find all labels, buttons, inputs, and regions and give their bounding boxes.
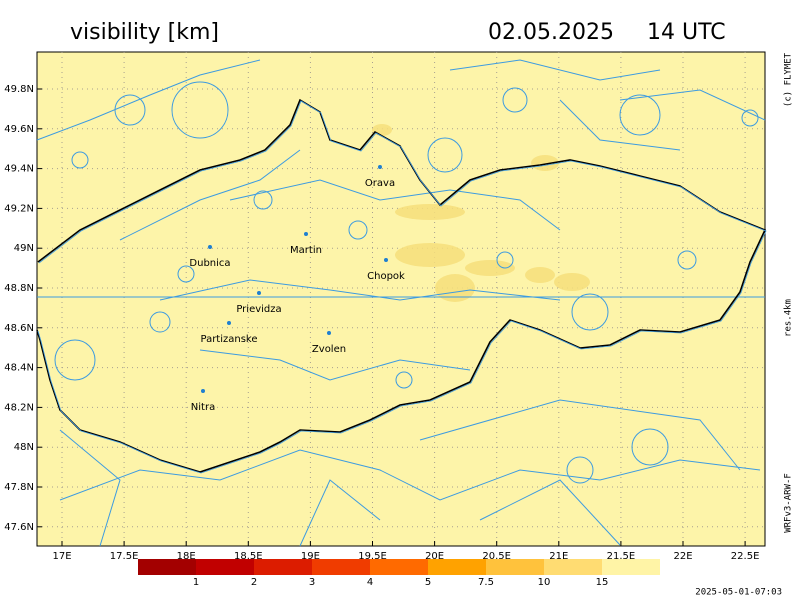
lon-label: 22E — [673, 551, 692, 562]
lon-label: 20E — [425, 551, 444, 562]
city-marker — [304, 232, 308, 236]
model: WRFv3-ARW-F — [784, 473, 794, 533]
graticule: 49.8N 49.6N 49.4N 49.2N 49N 48.8N 48.6N 48.4N 48… — [4, 52, 765, 562]
lat-label: 49.8N — [4, 84, 34, 95]
lat-label: 49.2N — [4, 203, 34, 214]
city-label: Chopok — [367, 271, 405, 282]
city-marker — [201, 389, 205, 393]
colorbar-swatch — [138, 559, 196, 575]
colorbar-swatch — [254, 559, 312, 575]
cities: Orava Martin Dubnica Chopok Prievidza Partiza… — [189, 165, 405, 413]
lon-label: 21E — [549, 551, 568, 562]
lat-label: 48N — [14, 442, 34, 453]
colorbar-swatch — [312, 559, 370, 575]
lon-label: 22.5E — [731, 551, 760, 562]
lon-label: 17.5E — [110, 551, 139, 562]
lon-label: 19.5E — [358, 551, 387, 562]
lat-label: 49.6N — [4, 124, 34, 135]
colorbar-label: 5 — [425, 577, 431, 588]
colorbar-label: 7.5 — [478, 577, 494, 588]
city-label: Dubnica — [189, 258, 230, 269]
colorbar-label: 4 — [367, 577, 373, 588]
city-marker — [208, 245, 212, 249]
colorbar: 1 2 3 4 5 7.5 10 15 — [138, 559, 660, 588]
colorbar-swatch — [544, 559, 602, 575]
lon-label: 18E — [177, 551, 196, 562]
timestamp: 2025-05-01-07:03 — [695, 588, 782, 598]
title: visibility [km] — [70, 20, 219, 45]
map-frame — [36, 51, 766, 547]
lat-label: 48.8N — [4, 283, 34, 294]
city-marker — [378, 165, 382, 169]
colorbar-swatch — [196, 559, 254, 575]
city-marker — [257, 291, 261, 295]
resolution: res.4km — [784, 299, 794, 337]
colorbar-label: 10 — [538, 577, 551, 588]
city-marker — [227, 321, 231, 325]
lat-label: 48.4N — [4, 363, 34, 374]
colorbar-label: 2 — [251, 577, 257, 588]
city-label: Partizanske — [200, 334, 257, 345]
city-marker — [327, 331, 331, 335]
city-marker — [384, 258, 388, 262]
lon-label: 18.5E — [234, 551, 263, 562]
colorbar-swatch — [602, 559, 660, 575]
time: 14 UTC — [647, 20, 726, 45]
city-label: Martin — [290, 245, 322, 256]
city-label: Nitra — [191, 402, 215, 413]
lat-label: 49.4N — [4, 164, 34, 175]
city-label: Prievidza — [236, 304, 281, 315]
colorbar-swatch — [428, 559, 486, 575]
colorbar-label: 1 — [193, 577, 199, 588]
date: 02.05.2025 — [488, 20, 614, 45]
lon-label: 19E — [301, 551, 320, 562]
lat-label: 48.2N — [4, 402, 34, 413]
lon-label: 17E — [52, 551, 71, 562]
lon-label: 21.5E — [607, 551, 636, 562]
city-label: Orava — [365, 178, 395, 189]
lat-label: 47.6N — [4, 522, 34, 533]
colorbar-label: 3 — [309, 577, 315, 588]
copyright: (c) FLYMET — [784, 52, 794, 107]
lat-label: 47.8N — [4, 482, 34, 493]
lat-label: 49N — [14, 243, 34, 254]
colorbar-label: 15 — [596, 577, 609, 588]
colorbar-swatch — [370, 559, 428, 575]
city-label: Zvolen — [312, 344, 346, 355]
boundaries — [36, 59, 767, 547]
lon-label: 20.5E — [482, 551, 511, 562]
lat-label: 48.6N — [4, 323, 34, 334]
colorbar-swatch — [486, 559, 544, 575]
